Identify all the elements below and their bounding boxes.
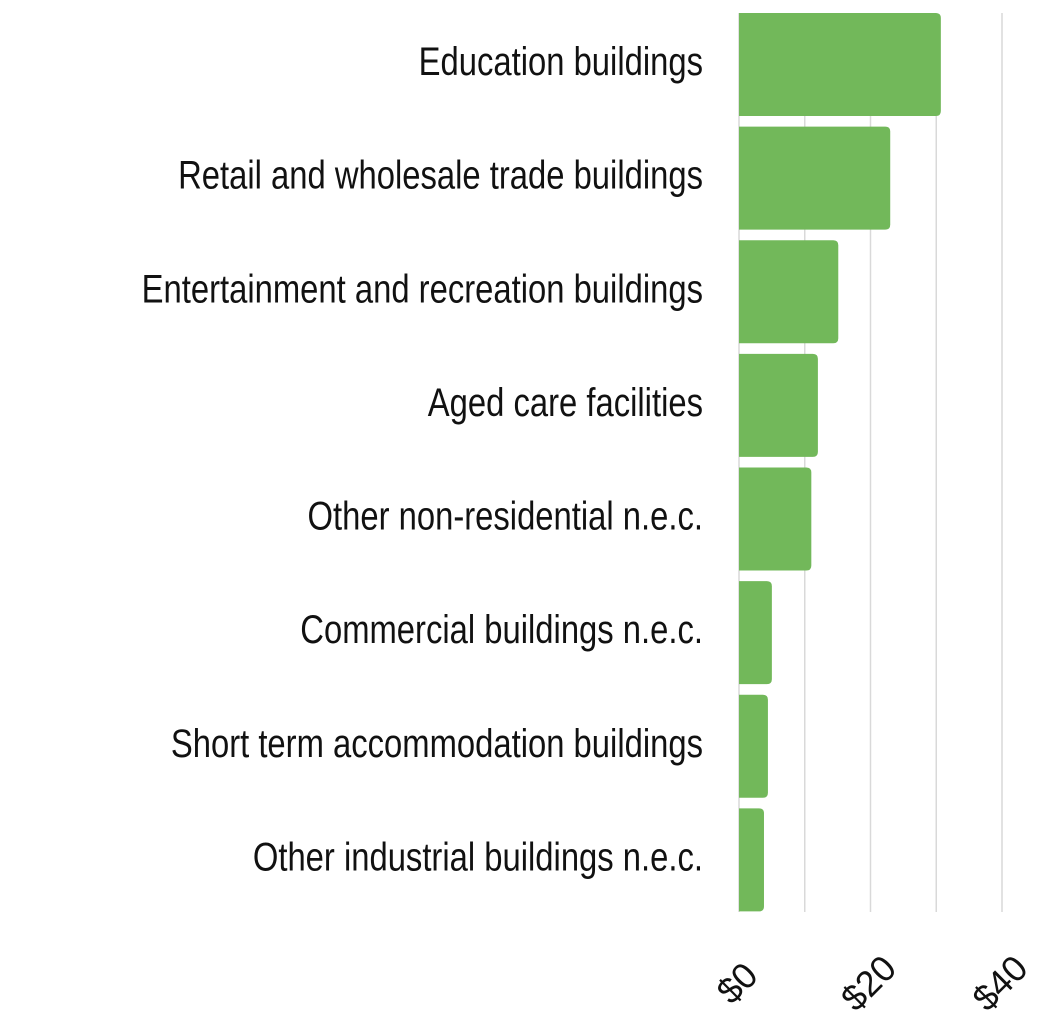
x-tick-label: $0 bbox=[708, 954, 765, 1011]
category-label: Entertainment and recreation buildings bbox=[142, 266, 703, 311]
bar bbox=[739, 13, 941, 116]
category-label: Other non-residential n.e.c. bbox=[308, 493, 703, 538]
category-label: Other industrial buildings n.e.c. bbox=[253, 834, 703, 879]
bar bbox=[739, 240, 839, 344]
bar bbox=[739, 694, 768, 798]
category-label: Short term accommodation buildings bbox=[171, 721, 703, 766]
bar bbox=[739, 467, 812, 571]
bars bbox=[739, 13, 941, 912]
x-tick-label: $40 bbox=[964, 947, 1035, 1014]
bar bbox=[739, 353, 818, 457]
x-tick-label: $20 bbox=[833, 947, 904, 1014]
x-ticks: $0 $20 $40 bbox=[708, 947, 1035, 1014]
category-labels: Education buildings Retail and wholesale … bbox=[142, 39, 703, 879]
bar bbox=[739, 808, 764, 912]
category-label: Commercial buildings n.e.c. bbox=[300, 607, 703, 652]
category-label: Retail and wholesale trade buildings bbox=[178, 153, 703, 198]
bar bbox=[739, 126, 891, 230]
category-label: Education buildings bbox=[419, 39, 703, 84]
bar bbox=[739, 581, 772, 685]
category-label: Aged care facilities bbox=[428, 380, 703, 425]
